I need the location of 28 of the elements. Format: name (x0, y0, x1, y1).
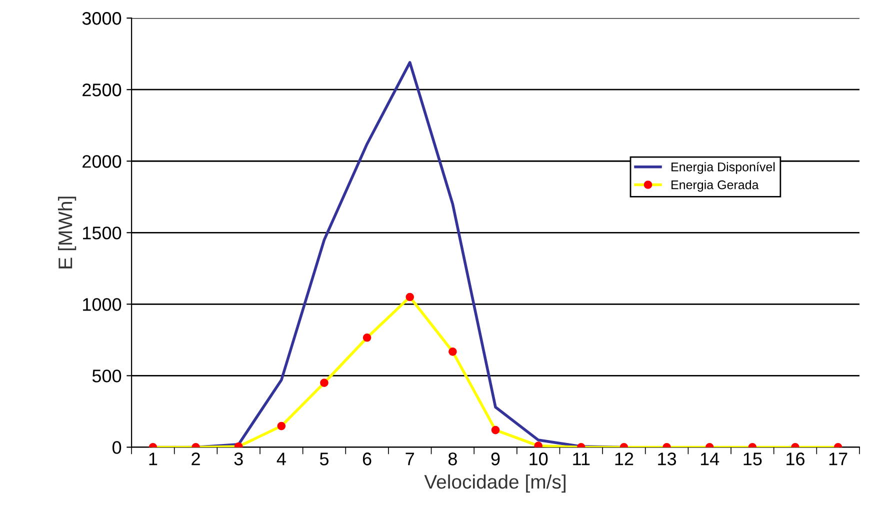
legend-label: Energia Disponível (672, 162, 775, 174)
x-tick-label: 2 (192, 452, 200, 466)
y-tick-label: 2000 (82, 155, 122, 168)
x-tick-label: 12 (615, 452, 634, 466)
x-tick-label: 1 (149, 452, 158, 466)
x-tick-label: 8 (448, 452, 457, 466)
y-tick-label: 2500 (82, 84, 122, 96)
legend-label: Energia Gerada (672, 180, 759, 192)
x-tick-label: 10 (530, 452, 548, 466)
x-tick-label: 11 (573, 452, 590, 466)
x-tick-label: 16 (786, 452, 804, 466)
y-tick-label: 500 (92, 370, 122, 382)
x-tick-label: 4 (276, 452, 286, 466)
x-tick-label: 14 (700, 452, 720, 466)
y-tick-label: 3000 (82, 12, 122, 25)
x-tick-label: 13 (658, 452, 676, 466)
y-axis-title: E [MWh] (58, 196, 76, 268)
x-tick-label: 15 (744, 452, 762, 466)
x-tick-label: 17 (829, 452, 848, 466)
x-tick-label: 7 (406, 452, 414, 466)
y-tick-label: 0 (112, 441, 122, 454)
y-tick-label: 1000 (83, 298, 122, 311)
x-tick-label: 5 (320, 452, 328, 466)
x-tick-label: 6 (362, 452, 372, 466)
x-axis-title: Velocidade [m/s] (424, 474, 566, 493)
x-tick-label: 9 (491, 452, 500, 466)
x-tick-label: 3 (234, 452, 243, 466)
y-tick-label: 1500 (83, 226, 122, 240)
